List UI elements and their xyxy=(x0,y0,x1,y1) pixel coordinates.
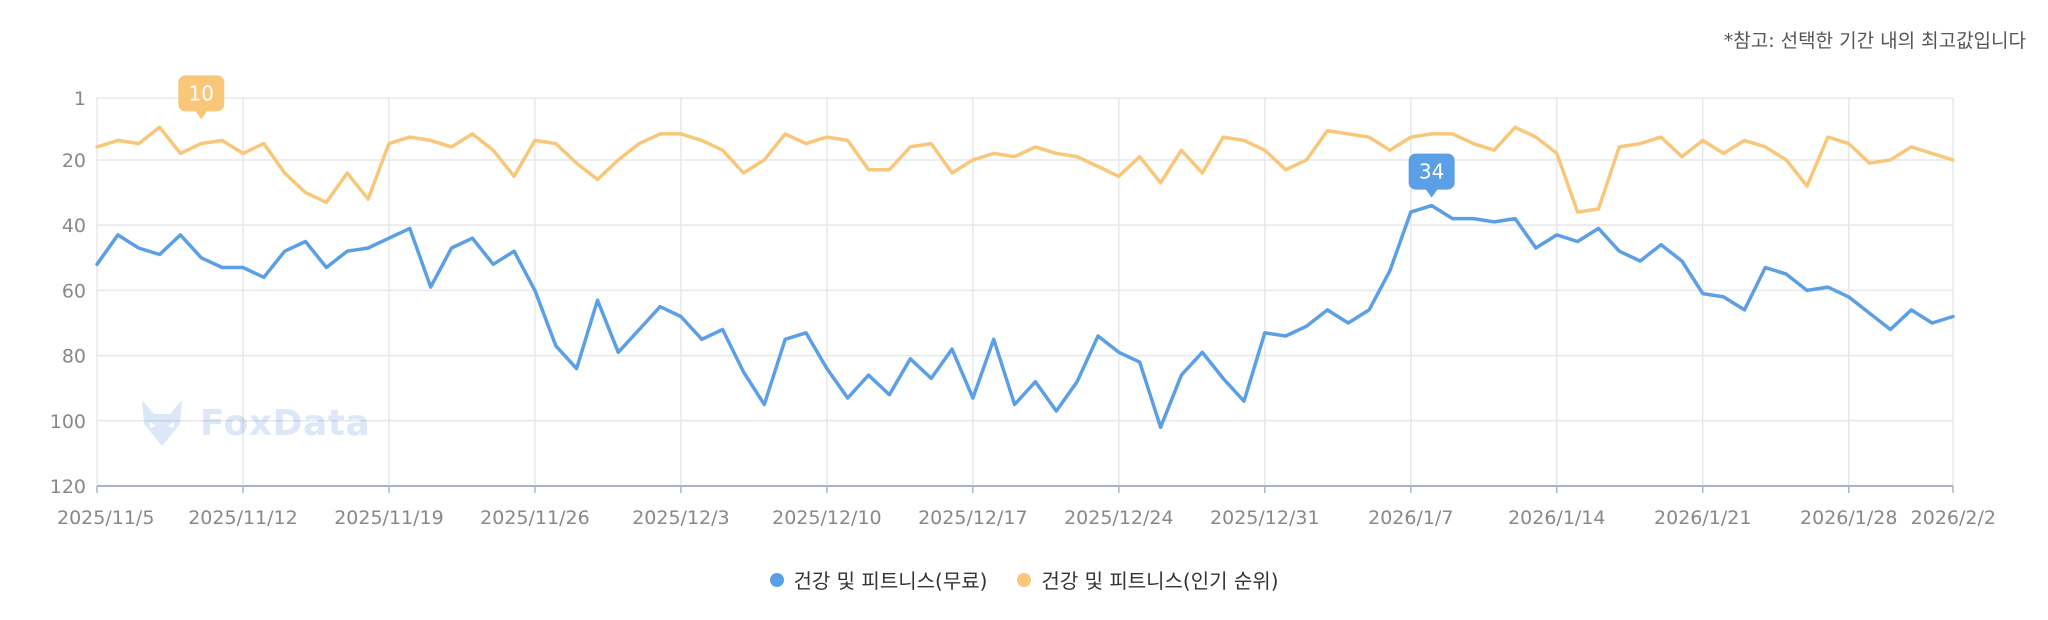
x-tick-label: 2026/1/14 xyxy=(1508,507,1605,529)
x-tick-label: 2026/1/21 xyxy=(1654,507,1751,529)
x-tick-label: 2025/11/26 xyxy=(480,507,590,529)
y-tick-label: 120 xyxy=(50,476,86,498)
series-line-free[interactable] xyxy=(95,203,1955,430)
legend-label-rank: 건강 및 피트니스(인기 순위) xyxy=(1041,569,1279,593)
x-tick-label: 2025/12/24 xyxy=(1064,507,1174,529)
y-tick-label: 20 xyxy=(62,150,86,172)
x-tick-label: 2026/1/28 xyxy=(1800,507,1897,529)
peak-bubble-pointer xyxy=(195,110,208,120)
peak-value-label: 34 xyxy=(1419,160,1444,184)
peak-bubble xyxy=(1408,153,1455,190)
x-tick-label: 2025/11/19 xyxy=(334,507,444,529)
peak-note: *참고: 선택한 기간 내의 최고값입니다 xyxy=(1723,30,2026,52)
legend-label-free: 건강 및 피트니스(무료) xyxy=(793,569,988,593)
x-tick-label: 2026/1/7 xyxy=(1368,507,1453,529)
legend-dot-free xyxy=(769,572,784,587)
peak-marker-free: 34 xyxy=(1408,153,1455,198)
x-axis: 2025/11/5 2025/11/12 2025/11/19 2025/11/26 2… xyxy=(57,485,1996,529)
grid-lines xyxy=(96,97,1954,486)
peak-markers: 34 10 xyxy=(178,75,1455,198)
x-tick-label: 2025/12/31 xyxy=(1210,507,1320,529)
x-tick-label: 2026/2/2 xyxy=(1911,507,1996,529)
legend: 건강 및 피트니스(무료) 건강 및 피트니스(인기 순위) xyxy=(0,565,2048,594)
peak-marker-rank: 10 xyxy=(178,75,225,120)
series-lines[interactable] xyxy=(95,125,1955,430)
legend-item-free[interactable]: 건강 및 피트니스(무료) xyxy=(769,565,988,594)
x-tick-label: 2025/11/12 xyxy=(188,507,298,529)
legend-item-rank[interactable]: 건강 및 피트니스(인기 순위) xyxy=(1017,565,1279,594)
x-tick-label: 2025/11/5 xyxy=(57,507,154,529)
y-tick-label: 1 xyxy=(74,88,86,110)
y-tick-label: 60 xyxy=(62,280,86,302)
y-tick-label: 40 xyxy=(62,215,86,237)
peak-bubble xyxy=(178,75,225,112)
legend-dot-rank xyxy=(1017,572,1032,587)
peak-value-label: 10 xyxy=(189,81,214,105)
y-tick-label: 80 xyxy=(62,346,86,368)
x-tick-label: 2025/12/3 xyxy=(632,507,729,529)
series-line-rank[interactable] xyxy=(95,125,1955,214)
y-tick-label: 100 xyxy=(50,411,86,433)
x-tick-label: 2025/12/17 xyxy=(918,507,1028,529)
peak-bubble-pointer xyxy=(1425,189,1438,198)
x-tick-label: 2025/12/10 xyxy=(772,507,882,529)
